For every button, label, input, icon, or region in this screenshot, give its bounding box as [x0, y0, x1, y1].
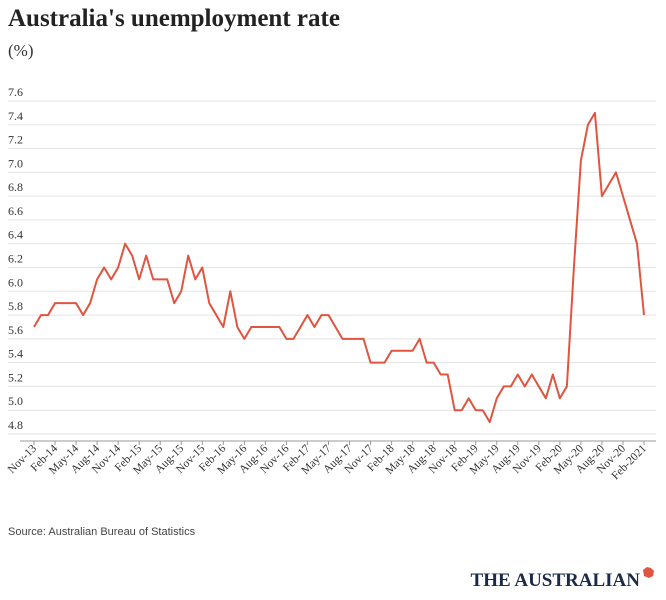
y-tick-label: 5.2: [8, 370, 23, 384]
y-tick-label: 6.6: [8, 204, 23, 218]
logo: THE AUSTRALIAN: [471, 570, 641, 591]
y-tick-label: 6.0: [8, 275, 23, 289]
y-tick-label: 6.4: [8, 228, 23, 242]
y-tick-label: 6.2: [8, 252, 23, 266]
source: Source: Australian Bureau of Statistics: [8, 526, 196, 538]
y-tick-label: 5.6: [8, 323, 23, 337]
y-tick-label: 5.8: [8, 299, 23, 313]
logo-icon: [643, 567, 654, 578]
y-tick-label: 7.2: [8, 133, 23, 147]
y-tick-label: 7.6: [8, 85, 23, 99]
y-tick-label: 4.8: [8, 418, 23, 432]
chart-title: Australia's unemployment rate: [8, 5, 340, 32]
y-tick-label: 6.8: [8, 180, 23, 194]
y-tick-label: 5.4: [8, 347, 23, 361]
y-tick-label: 5.0: [8, 394, 23, 408]
subtitle: (%): [8, 41, 33, 60]
y-tick-label: 7.4: [8, 109, 23, 123]
data-line: [33, 111, 645, 424]
y-tick-label: 7.0: [8, 156, 23, 170]
